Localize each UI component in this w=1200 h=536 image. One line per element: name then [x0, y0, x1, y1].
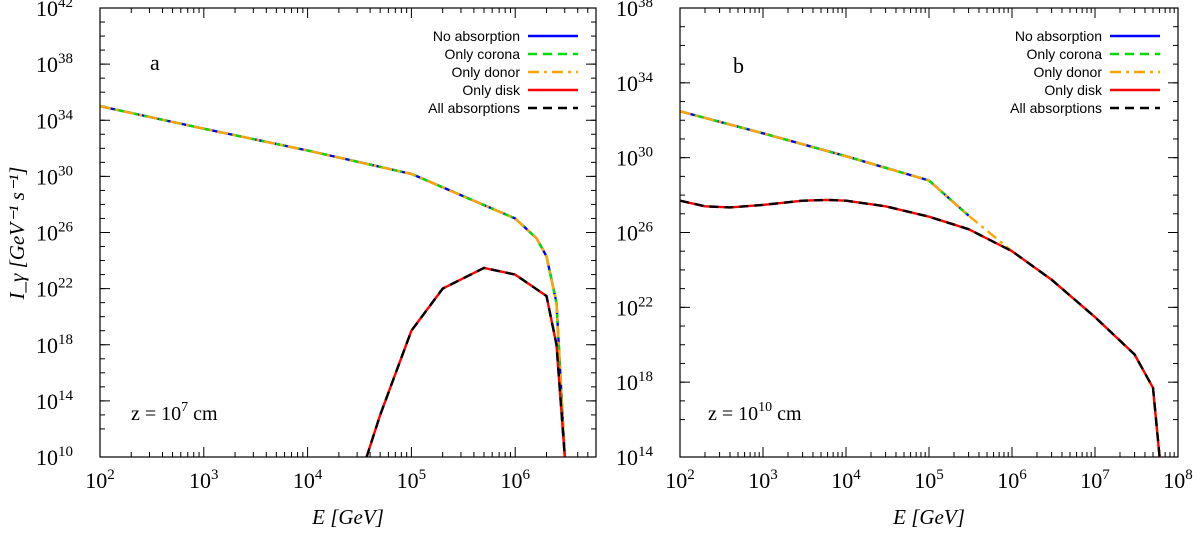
y-tick-label: 1010 — [36, 444, 73, 470]
legend-label: Only disk — [1044, 82, 1103, 98]
y-tick-label: 1022 — [616, 294, 653, 320]
series-group — [100, 105, 566, 457]
y-tick-label: 1034 — [616, 70, 654, 96]
plot-frame — [99, 7, 597, 458]
legend-label: All absorptions — [1010, 100, 1102, 116]
legend-label: No absorption — [1015, 28, 1102, 44]
minor-ticks — [100, 8, 596, 457]
x-tick-label: 105 — [914, 467, 944, 493]
y-tick-label: 1022 — [36, 276, 73, 302]
x-tick-label: 102 — [665, 467, 695, 493]
legend: No absorption Only corona Only donor Only d… — [1010, 28, 1160, 116]
y-tick-label: 1018 — [36, 332, 73, 358]
legend-label: No absorption — [433, 28, 520, 44]
y-tick-label: 1030 — [36, 163, 73, 189]
panel-b: 102 103 104 105 106 107 108 1014 1018 1022 1026 103… — [616, 0, 1193, 529]
height-annotation: z = 107 cm — [131, 400, 218, 425]
series-line-all-absorptions — [680, 198, 1161, 457]
y-tick-label: 1038 — [616, 0, 653, 21]
legend-label: Only donor — [1034, 64, 1103, 80]
legend-label: Only corona — [445, 46, 521, 62]
y-tick-label: 1014 — [36, 388, 74, 414]
y-tick-label: 1034 — [36, 107, 74, 133]
plot-frame — [679, 7, 1179, 458]
legend-label: Only disk — [462, 82, 521, 98]
y-tick-label: 1038 — [36, 51, 73, 77]
y-tick-label: 1026 — [616, 220, 654, 246]
legend-label: Only corona — [1027, 46, 1103, 62]
panel-letter: a — [150, 50, 160, 75]
x-tick-label: 102 — [85, 467, 115, 493]
y-tick-label: 1030 — [616, 145, 653, 171]
y-tick-label: 1026 — [36, 220, 74, 246]
x-tick-label: 108 — [1163, 467, 1193, 493]
x-axis-label: E [GeV] — [311, 505, 384, 529]
height-annotation: z = 1010 cm — [708, 400, 802, 425]
y-axis-label: I_γ [GeV⁻¹ s⁻¹] — [5, 167, 29, 301]
panel-letter: b — [733, 53, 744, 78]
series-line-only-disk — [365, 266, 566, 457]
x-tick-label: 103 — [189, 467, 219, 493]
series-group — [680, 110, 1161, 457]
x-tick-label: 107 — [1080, 467, 1110, 493]
x-tick-label: 103 — [748, 467, 778, 493]
panel-a: 102 103 104 105 106 1010 1014 1018 1022 1026 1030 1… — [36, 0, 597, 529]
series-line-all-absorptions — [365, 266, 566, 457]
x-tick-label: 106 — [500, 467, 530, 493]
legend: No absorption Only corona Only donor Only d… — [428, 28, 578, 116]
x-tick-label: 106 — [997, 467, 1027, 493]
legend-label: All absorptions — [428, 100, 520, 116]
x-tick-label: 104 — [831, 467, 861, 493]
x-axis-label: E [GeV] — [892, 505, 965, 529]
x-tick-label: 105 — [397, 467, 427, 493]
series-line-only-donor — [100, 105, 566, 457]
y-tick-label: 1042 — [36, 0, 73, 21]
y-tick-label: 1014 — [616, 444, 654, 470]
legend-label: Only donor — [452, 64, 521, 80]
minor-ticks — [680, 8, 1178, 457]
x-tick-label: 104 — [293, 467, 323, 493]
y-tick-label: 1018 — [616, 369, 653, 395]
